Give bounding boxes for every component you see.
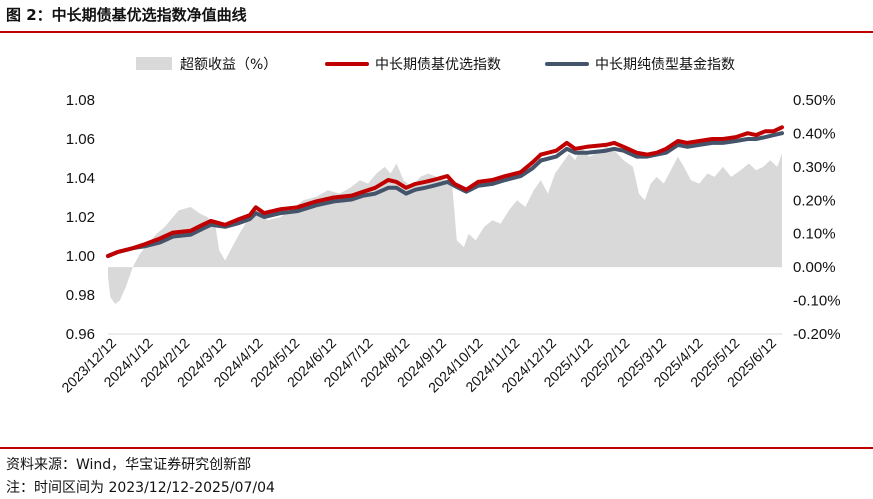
legend-label: 中长期纯债型基金指数: [595, 56, 735, 73]
y-left-tick-label: 0.96: [66, 326, 95, 343]
y-left-tick-label: 1.08: [66, 92, 95, 109]
date-range-note: 注：时间区间为 2023/12/12-2025/07/04: [6, 480, 275, 496]
bottom-rule: [0, 447, 873, 449]
y-right-tick-label: 0.30%: [793, 159, 836, 176]
y-left-tick-label: 1.06: [66, 131, 95, 148]
y-left-tick-label: 1.00: [66, 248, 95, 265]
legend-pure-bond-index: 中长期纯债型基金指数: [545, 56, 735, 73]
y-right-tick-label: 0.50%: [793, 92, 836, 109]
legend-select-index: 中长期债基优选指数: [325, 56, 501, 73]
legend-label: 中长期债基优选指数: [375, 56, 501, 73]
y-right-tick-label: 0.10%: [793, 226, 836, 243]
y-left-tick-label: 0.98: [66, 287, 95, 304]
y-left-tick-label: 1.02: [66, 209, 95, 226]
figure-title: 图 2：中长期债基优选指数净值曲线: [6, 6, 247, 24]
legend-swatch-area: [136, 57, 172, 70]
index-lines-layer: [106, 125, 784, 258]
legend-excess-return: 超额收益（%）: [136, 57, 277, 73]
y-right-tick-label: 0.00%: [793, 259, 836, 276]
top-rule: [0, 31, 873, 33]
legend-label: 超额收益（%）: [180, 57, 277, 73]
nav-chart: 超额收益（%） 中长期债基优选指数 中长期纯债型基金指数 0.96 0.98 1.00 1…: [58, 56, 841, 396]
y-right-tick-label: 0.40%: [793, 125, 836, 142]
excess-return-area-layer: [108, 146, 782, 304]
source-note: 资料来源：Wind，华宝证券研究创新部: [6, 457, 252, 473]
y-right-tick-label: -0.10%: [793, 293, 841, 310]
excess-return-area: [108, 146, 782, 304]
select-index-line: [106, 125, 784, 258]
y-left-tick-label: 1.04: [66, 170, 95, 187]
chart-legend: 超额收益（%） 中长期债基优选指数 中长期纯债型基金指数: [136, 56, 735, 73]
y-right-tick-label: -0.20%: [793, 326, 841, 343]
y-right-tick-label: 0.20%: [793, 192, 836, 209]
